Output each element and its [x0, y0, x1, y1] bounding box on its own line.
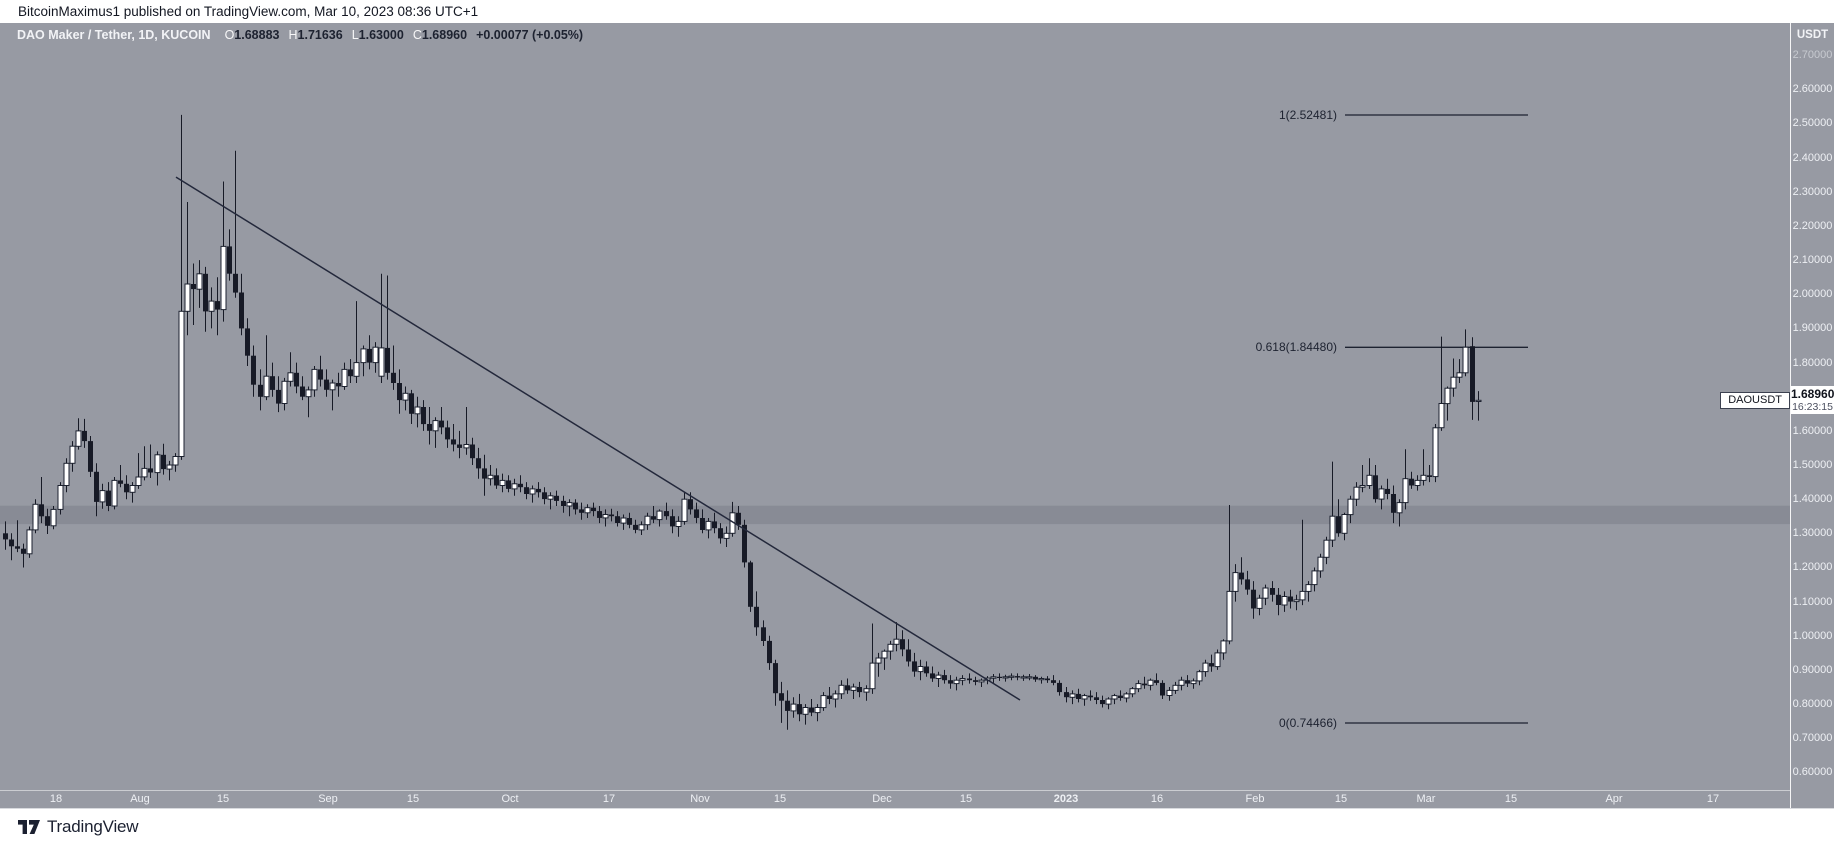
- time-axis-label: 17: [1706, 793, 1720, 805]
- time-axis-label: 15: [959, 793, 973, 805]
- time-axis-label: 17: [602, 793, 616, 805]
- price-tick: 0.80000: [1792, 698, 1833, 710]
- time-axis-label: 15: [216, 793, 230, 805]
- legend-symbol-title: DAO Maker / Tether, 1D, KUCOIN: [17, 28, 211, 42]
- time-axis-label: Sep: [318, 793, 338, 805]
- time-axis-label: 15: [1504, 793, 1518, 805]
- time-axis-label: Apr: [1605, 793, 1623, 805]
- candlestick-series: [3, 114, 1482, 730]
- time-axis-label: 15: [773, 793, 787, 805]
- time-axis-label: 16: [1150, 793, 1164, 805]
- tradingview-wordmark: TradingView: [47, 817, 139, 836]
- price-tick: 2.40000: [1792, 152, 1833, 164]
- fib-retracement-lines: [1345, 114, 1528, 724]
- price-tick: 1.20000: [1792, 561, 1833, 573]
- bar-countdown: 16:23:15: [1792, 401, 1833, 414]
- price-tick: 2.00000: [1792, 288, 1833, 300]
- tradingview-logo[interactable]: TradingView: [18, 817, 139, 837]
- descending-trendline: [175, 176, 1021, 701]
- legend-close-value: 1.68960: [421, 28, 468, 42]
- price-tick: 1.60000: [1792, 425, 1833, 437]
- price-tick: 1.90000: [1792, 322, 1833, 334]
- current-price-label: 1.68960 16:23:15: [1791, 386, 1834, 415]
- legend-low-label: L: [351, 28, 359, 42]
- time-axis-label: 15: [406, 793, 420, 805]
- legend-open-value: 1.68883: [234, 28, 280, 42]
- legend-high-label: H: [288, 28, 298, 42]
- legend-close-label: C: [412, 28, 422, 42]
- price-tick: 2.70000: [1792, 49, 1833, 61]
- price-tick: 1.00000: [1792, 630, 1833, 642]
- chart-canvas[interactable]: DAO Maker / Tether, 1D, KUCOIN O1.68883 H1…: [0, 23, 1834, 808]
- candlestick-plot: [0, 114, 1790, 730]
- price-tick: 0.60000: [1792, 766, 1833, 778]
- legend-change-value: +0.00077 (+0.05%): [476, 28, 584, 42]
- time-axis-label: Feb: [1245, 793, 1265, 805]
- price-tick: 0.90000: [1792, 664, 1833, 676]
- price-tick: 1.40000: [1792, 493, 1833, 505]
- price-axis[interactable]: USDT 2.70000 2.60000 2.50000 2.40000 2.30000…: [1790, 23, 1834, 808]
- price-tick: 2.20000: [1792, 220, 1833, 232]
- price-tick: 1.30000: [1792, 527, 1833, 539]
- time-axis-label: Dec: [872, 793, 892, 805]
- time-axis-label: 18: [49, 793, 63, 805]
- footer-bar: TradingView: [0, 808, 1834, 846]
- publish-info-bar: BitcoinMaximus1 published on TradingView…: [0, 0, 1834, 23]
- symbol-price-tag: DAOUSDT: [1720, 392, 1790, 410]
- time-axis[interactable]: 18 Aug 15 Sep 15 Oct 17 Nov 15 Dec 15 2023 16 Feb 15 Ma…: [0, 790, 1790, 808]
- price-tick: 1.50000: [1792, 459, 1833, 471]
- time-axis-label: Nov: [690, 793, 710, 805]
- fib-level-label: 0.618(1.84480): [1255, 340, 1337, 355]
- symbol-legend: DAO Maker / Tether, 1D, KUCOIN O1.68883 H1…: [17, 28, 583, 42]
- time-axis-label: Oct: [501, 793, 519, 805]
- fib-level-label: 0(0.74466): [1278, 716, 1337, 730]
- time-axis-label: 15: [1334, 793, 1348, 805]
- support-band: [0, 505, 1790, 525]
- tradingview-logo-icon: [18, 819, 40, 834]
- legend-high-value: 1.71636: [297, 28, 343, 42]
- price-tick: 2.10000: [1792, 254, 1833, 266]
- legend-low-value: 1.63000: [358, 28, 404, 42]
- price-tick: 0.70000: [1792, 732, 1833, 744]
- time-axis-label: 2023: [1053, 793, 1079, 805]
- time-axis-label: Aug: [130, 793, 150, 805]
- price-tick: 1.80000: [1792, 357, 1833, 369]
- legend-open-label: O: [224, 28, 235, 42]
- price-tick: 2.50000: [1792, 117, 1833, 129]
- current-price-value: 1.68960: [1791, 387, 1834, 402]
- currency-label: USDT: [1796, 29, 1829, 41]
- price-tick: 2.60000: [1792, 83, 1833, 95]
- time-axis-label: Mar: [1416, 793, 1436, 805]
- price-tick: 1.10000: [1792, 596, 1833, 608]
- price-tick: 2.30000: [1792, 186, 1833, 198]
- fib-level-label: 1(2.52481): [1278, 108, 1337, 122]
- publish-info-text: BitcoinMaximus1 published on TradingView…: [18, 4, 479, 19]
